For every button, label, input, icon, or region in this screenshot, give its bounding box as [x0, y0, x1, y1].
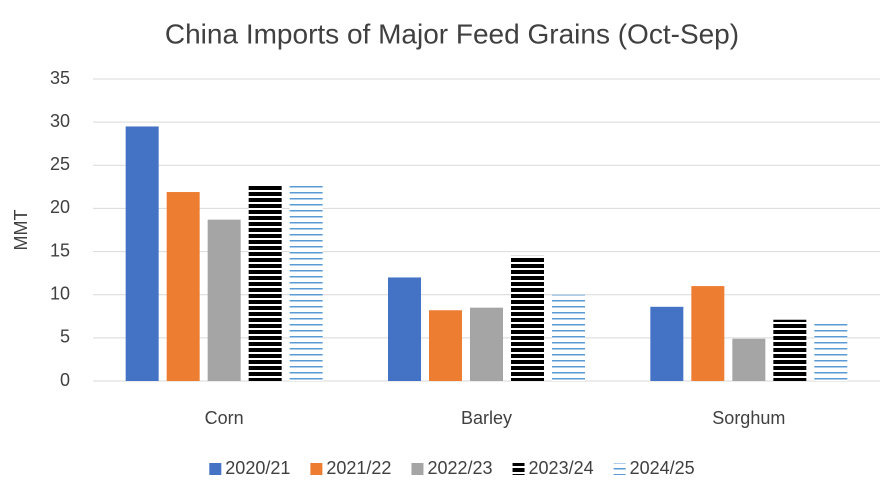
y-tick-label: 0 — [60, 370, 70, 390]
bar — [773, 319, 807, 381]
x-tick-label: Barley — [461, 408, 512, 428]
bar — [429, 310, 462, 381]
bar — [207, 219, 241, 381]
y-tick-label: 15 — [50, 240, 70, 260]
y-tick-label: 20 — [50, 197, 70, 217]
legend-label: 2022/23 — [427, 458, 492, 478]
chart-title: China Imports of Major Feed Grains (Oct-… — [165, 18, 739, 49]
y-tick-label: 10 — [50, 283, 70, 303]
y-axis-label: MMT — [11, 210, 31, 251]
legend-swatch — [209, 463, 222, 475]
y-tick-label: 25 — [50, 154, 70, 174]
bar — [470, 307, 503, 381]
legend-swatch — [512, 463, 525, 475]
legend-swatch — [310, 463, 323, 475]
y-tick-label: 35 — [50, 68, 70, 88]
bar — [248, 184, 282, 381]
y-tick-label: 30 — [50, 111, 70, 131]
legend-label: 2021/22 — [326, 458, 391, 478]
bar — [691, 286, 725, 381]
bar — [166, 192, 200, 381]
bar — [552, 294, 585, 381]
legend-label: 2020/21 — [225, 458, 290, 478]
bar — [511, 255, 544, 381]
bar — [732, 338, 766, 381]
legend-label: 2024/25 — [630, 458, 695, 478]
legend-swatch — [411, 463, 424, 475]
legend-swatch — [613, 463, 626, 475]
legend-label: 2023/24 — [529, 458, 594, 478]
bar — [289, 184, 323, 381]
x-tick-label: Sorghum — [712, 408, 785, 428]
y-tick-label: 5 — [60, 327, 70, 347]
bar — [388, 277, 421, 381]
bar — [650, 306, 684, 381]
bar — [125, 126, 159, 381]
bar — [814, 319, 848, 381]
x-tick-label: Corn — [205, 408, 244, 428]
